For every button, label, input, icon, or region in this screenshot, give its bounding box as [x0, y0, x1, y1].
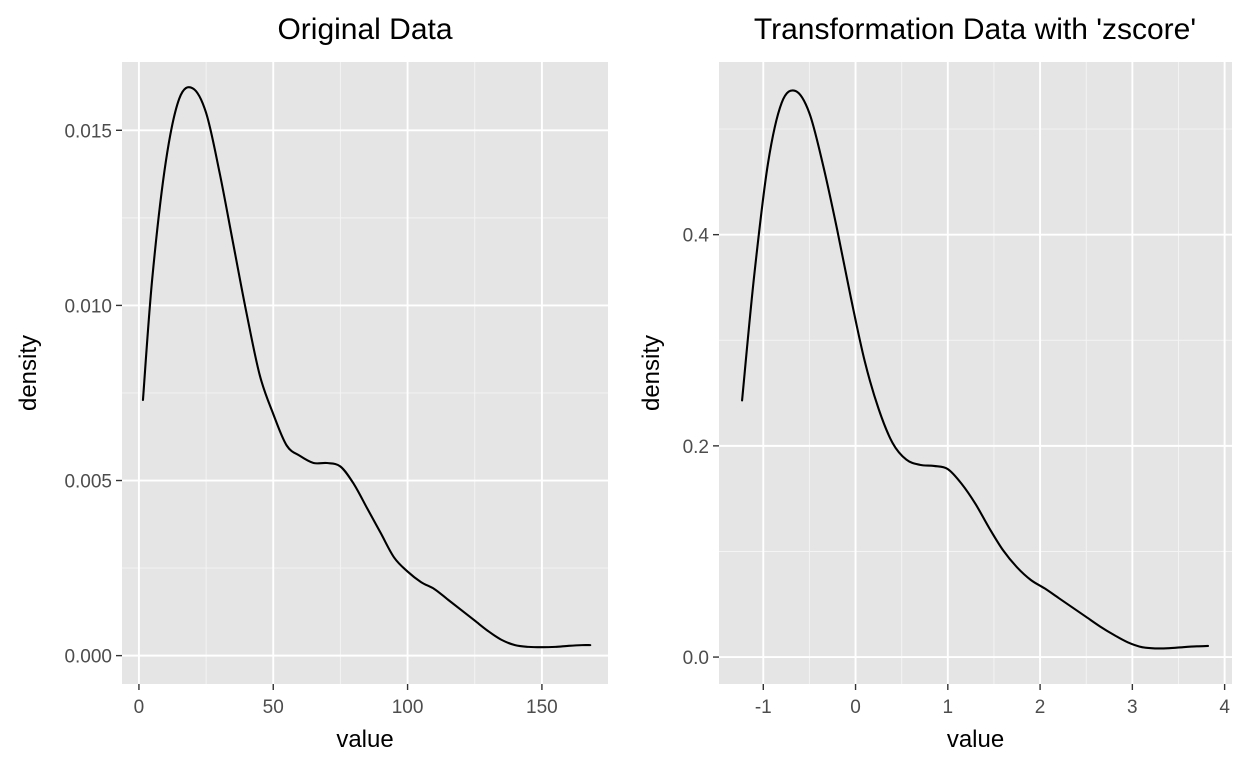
plot-panel-background [122, 62, 608, 684]
y-tick-label: 0.005 [64, 472, 112, 493]
y-tick-label: 0.0 [683, 648, 709, 669]
x-tick-label: 3 [1127, 697, 1138, 718]
y-tick-label: 0.015 [64, 121, 112, 142]
x-tick-label: -1 [755, 697, 772, 718]
x-tick-label: 0 [850, 697, 861, 718]
plot-panel-background [719, 62, 1232, 684]
panel-zscore-data: -1 0 1 2 3 4 0.0 0.2 0.4 Transformation Data with… [638, 13, 1232, 753]
x-tick-label: 150 [526, 697, 558, 718]
x-axis-title: value [336, 726, 393, 753]
y-axis-title: density [15, 335, 42, 411]
y-tick-label: 0.010 [64, 296, 112, 317]
plot-title: Original Data [277, 13, 452, 46]
panel-original-data: 0 50 100 150 0.000 0.005 0.010 0.015 Original Da… [15, 13, 608, 753]
y-tick-label: 0.4 [683, 226, 710, 247]
x-tick-label: 1 [943, 697, 954, 718]
x-tick-label: 100 [392, 697, 424, 718]
y-tick-label: 0.2 [683, 437, 709, 458]
x-tick-label: 50 [263, 697, 284, 718]
density-curve [741, 89, 1210, 650]
x-axis-title: value [947, 726, 1004, 753]
y-axis-title: density [638, 335, 665, 411]
density-curve [141, 86, 592, 649]
x-tick-label: 4 [1219, 697, 1230, 718]
plot-title: Transformation Data with 'zscore' [754, 13, 1196, 46]
x-tick-label: 0 [134, 697, 145, 718]
x-tick-label: 2 [1035, 697, 1046, 718]
y-tick-label: 0.000 [64, 647, 112, 668]
